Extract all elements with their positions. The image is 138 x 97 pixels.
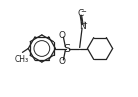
Text: CH₃: CH₃: [15, 55, 29, 64]
Text: N: N: [79, 22, 86, 31]
Text: +: +: [82, 21, 88, 27]
Text: −: −: [80, 9, 86, 15]
Text: O: O: [59, 31, 66, 40]
Text: S: S: [63, 43, 71, 54]
Text: O: O: [59, 57, 66, 66]
Text: C: C: [78, 9, 84, 18]
